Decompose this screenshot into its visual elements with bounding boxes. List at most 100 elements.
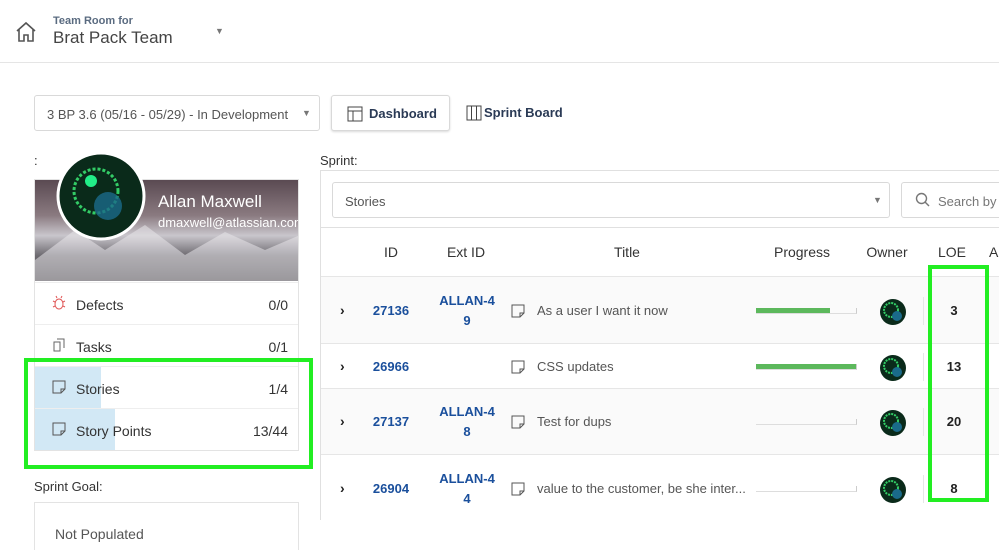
sprint-panel: Stories ▼ Search by I ID Ext ID Title Pr… bbox=[320, 170, 999, 521]
progress-track bbox=[756, 307, 857, 314]
row-title[interactable]: Test for dups bbox=[537, 414, 612, 429]
sprint-label: Sprint: bbox=[320, 153, 358, 168]
board-icon bbox=[466, 105, 482, 121]
stat-value: 0/0 bbox=[268, 297, 288, 313]
caret: ▼ bbox=[302, 108, 311, 118]
owner-avatar[interactable] bbox=[879, 409, 907, 437]
dashboard-icon bbox=[347, 106, 363, 122]
story-icon bbox=[52, 422, 66, 436]
profile-name: Allan Maxwell bbox=[158, 192, 262, 211]
highlight-box bbox=[928, 265, 989, 502]
stat-row[interactable]: Tasks 0/1 bbox=[35, 324, 298, 366]
row-title[interactable]: CSS updates bbox=[537, 358, 614, 374]
stat-row[interactable]: Story Points 13/44 bbox=[35, 408, 298, 450]
filter-text: Stories bbox=[345, 194, 386, 209]
row-id[interactable]: 27136 bbox=[372, 302, 410, 318]
table-row[interactable]: › 26966 CSS updates 13 bbox=[321, 343, 999, 388]
task-icon bbox=[53, 338, 65, 352]
stat-label: Stories bbox=[76, 381, 120, 397]
story-icon bbox=[52, 380, 66, 394]
stat-label: Tasks bbox=[76, 339, 112, 355]
profile-card: Allan Maxwell dmaxwell@atlassian.com Def… bbox=[34, 179, 299, 451]
col-header[interactable]: AC bbox=[989, 244, 999, 260]
row-loe: 20 bbox=[946, 414, 962, 429]
row-title[interactable]: value to the customer, be she inter... bbox=[537, 480, 746, 496]
row-loe: 8 bbox=[950, 480, 958, 496]
profile-label: : bbox=[34, 153, 38, 168]
stat-row[interactable]: Defects 0/0 bbox=[35, 282, 298, 324]
search-box[interactable]: Search by I bbox=[901, 182, 999, 218]
col-header[interactable]: ID bbox=[384, 244, 398, 260]
sprint-goal-label: Sprint Goal: bbox=[34, 479, 103, 494]
sprint-goal-box: Not Populated bbox=[34, 502, 299, 550]
owner-avatar[interactable] bbox=[879, 298, 907, 326]
progress-track bbox=[756, 485, 857, 492]
stat-row[interactable]: Stories 1/4 bbox=[35, 366, 298, 408]
dashboard-button[interactable]: Dashboard bbox=[331, 95, 450, 131]
row-ext-id[interactable]: ALLAN-48 bbox=[439, 404, 495, 439]
row-ext-id[interactable]: ALLAN-44 bbox=[439, 470, 495, 506]
story-icon bbox=[511, 360, 525, 373]
defect-icon bbox=[52, 295, 66, 310]
stat-value: 1/4 bbox=[268, 381, 288, 397]
progress-track bbox=[756, 363, 857, 370]
progress-bar bbox=[756, 307, 830, 313]
dashboard-label: Dashboard bbox=[369, 106, 437, 121]
story-icon bbox=[511, 415, 525, 429]
stat-value: 0/1 bbox=[268, 339, 288, 355]
cell-divider bbox=[923, 408, 924, 436]
sprint-goal-text: Not Populated bbox=[55, 526, 144, 542]
owner-avatar[interactable] bbox=[879, 354, 907, 382]
table-row[interactable]: › 26904 ALLAN-44 value to the customer, b… bbox=[321, 454, 999, 521]
home-icon[interactable] bbox=[14, 20, 38, 44]
col-header[interactable]: LOE bbox=[937, 244, 966, 260]
row-loe: 13 bbox=[946, 358, 962, 374]
table-row[interactable]: › 27137 ALLAN-48 Test for dups 20 bbox=[321, 388, 999, 454]
mountains bbox=[35, 225, 298, 281]
row-id[interactable]: 27137 bbox=[372, 414, 410, 429]
team-caret[interactable]: ▼ bbox=[215, 26, 224, 36]
expand-chevron[interactable]: › bbox=[340, 413, 345, 429]
cell-divider bbox=[923, 474, 924, 503]
team-subtitle: Team Room for bbox=[53, 15, 133, 27]
sprint-select-text: 3 BP 3.6 (05/16 - 05/29) - In Developmen… bbox=[47, 107, 289, 122]
filter-select[interactable]: Stories ▼ bbox=[332, 182, 890, 218]
story-icon bbox=[511, 482, 525, 495]
cell-divider bbox=[923, 352, 924, 381]
stat-value: 13/44 bbox=[252, 423, 288, 439]
sprint-select[interactable]: 3 BP 3.6 (05/16 - 05/29) - In Developmen… bbox=[34, 95, 320, 131]
col-header[interactable]: Progress bbox=[773, 244, 831, 260]
avatar bbox=[56, 151, 146, 241]
table-row[interactable]: › 27136 ALLAN-49 As a user I want it now … bbox=[321, 276, 999, 343]
expand-chevron[interactable]: › bbox=[340, 301, 345, 318]
row-id[interactable]: 26904 bbox=[372, 480, 410, 496]
divider bbox=[0, 62, 999, 63]
row-title[interactable]: As a user I want it now bbox=[537, 302, 668, 318]
row-loe: 3 bbox=[950, 302, 958, 318]
team-title: Brat Pack Team bbox=[53, 28, 173, 47]
row-id[interactable]: 26966 bbox=[372, 358, 410, 374]
col-header[interactable]: Title bbox=[614, 244, 640, 260]
cell-divider bbox=[923, 296, 924, 325]
stat-label: Defects bbox=[76, 297, 124, 313]
caret: ▼ bbox=[873, 195, 882, 205]
progress-track bbox=[756, 419, 857, 425]
owner-avatar[interactable] bbox=[879, 476, 907, 504]
story-icon bbox=[511, 304, 525, 317]
sprint-board-label: Sprint Board bbox=[484, 105, 563, 120]
highlight-box bbox=[24, 358, 313, 469]
col-header[interactable]: Owner bbox=[866, 244, 908, 260]
expand-chevron[interactable]: › bbox=[340, 479, 345, 496]
stat-fill bbox=[35, 367, 102, 408]
progress-bar bbox=[756, 363, 856, 369]
col-header[interactable]: Ext ID bbox=[446, 244, 486, 260]
row-ext-id[interactable]: ALLAN-49 bbox=[439, 292, 495, 328]
profile-email: dmaxwell@atlassian.com bbox=[158, 215, 299, 230]
expand-chevron[interactable]: › bbox=[340, 357, 345, 374]
table-header: ID Ext ID Title Progress Owner LOE AC bbox=[321, 227, 999, 276]
search-placeholder: Search by I bbox=[938, 194, 999, 209]
search-icon bbox=[915, 192, 930, 207]
stat-fill bbox=[35, 409, 115, 450]
stat-label: Story Points bbox=[76, 423, 152, 439]
